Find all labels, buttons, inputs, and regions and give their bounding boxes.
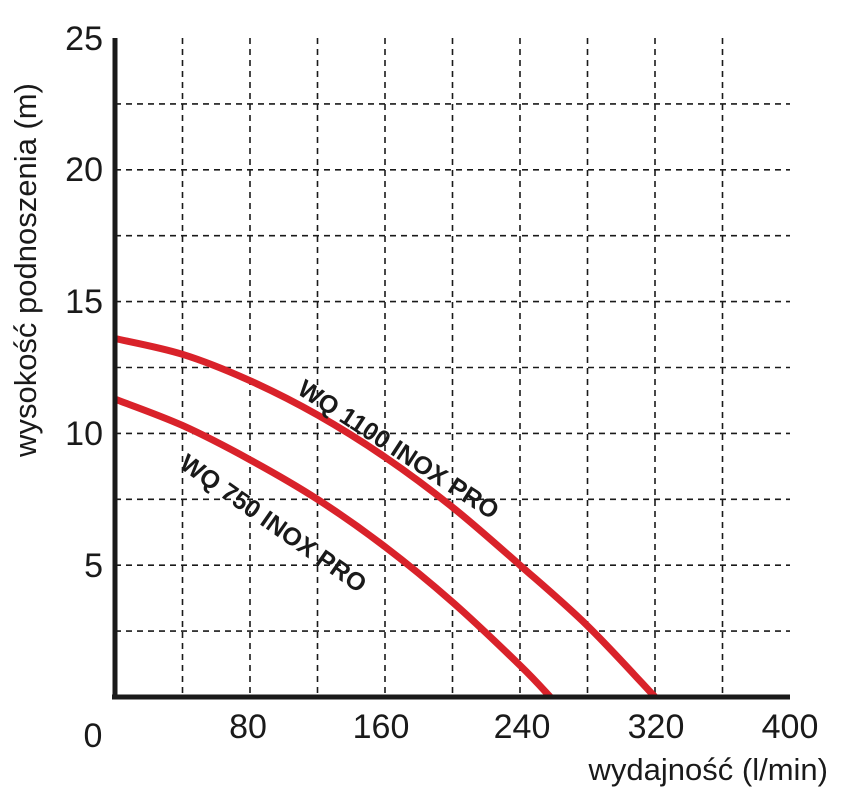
x-tick-label: 160 <box>353 708 410 746</box>
y-tick-label: 15 <box>65 283 103 321</box>
axes <box>112 38 790 700</box>
y-tick-label: 25 <box>65 20 103 58</box>
series-curves <box>113 335 658 700</box>
grid-lines <box>115 38 790 697</box>
y-tick-label: 20 <box>65 151 103 189</box>
x-tick-labels: 0 80 160 240 320 400 <box>84 708 819 755</box>
x-tick-label: 320 <box>628 708 685 746</box>
y-tick-label: 10 <box>65 415 103 453</box>
y-tick-label: 5 <box>84 547 103 585</box>
x-tick-label: 240 <box>494 708 551 746</box>
x-axis-title: wydajność (l/min) <box>588 752 828 787</box>
x-tick-label: 80 <box>229 708 267 746</box>
series-curve-wq750 <box>113 395 553 700</box>
x-tick-label: 400 <box>762 708 819 746</box>
x-tick-label: 0 <box>84 717 103 755</box>
y-axis-title: wysokość podnoszenia (m) <box>8 83 43 458</box>
series-curve-wq1100 <box>114 335 658 700</box>
y-tick-labels: 5 10 15 20 25 <box>65 20 103 585</box>
